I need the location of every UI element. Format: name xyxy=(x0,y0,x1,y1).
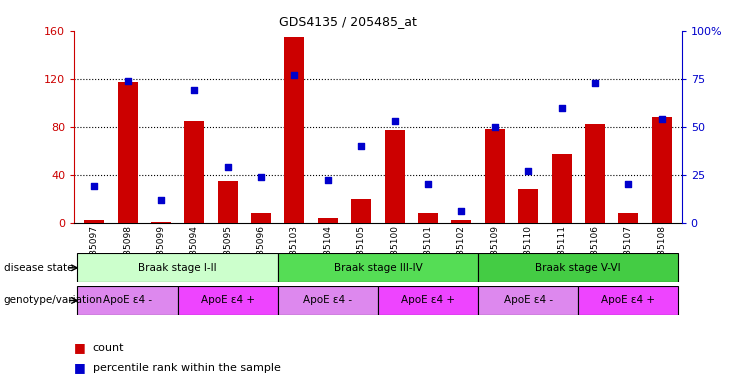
Bar xyxy=(218,181,238,223)
Bar xyxy=(185,121,205,223)
Point xyxy=(322,177,333,184)
Bar xyxy=(78,286,178,315)
Point xyxy=(188,87,200,93)
Bar xyxy=(578,286,678,315)
Title: GDS4135 / 205485_at: GDS4135 / 205485_at xyxy=(279,15,416,28)
Point xyxy=(422,181,434,187)
Bar xyxy=(485,129,505,223)
Bar xyxy=(418,213,438,223)
Bar xyxy=(651,117,671,223)
Bar xyxy=(478,286,578,315)
Bar xyxy=(118,82,138,223)
Text: ApoE ε4 -: ApoE ε4 - xyxy=(303,295,353,306)
Text: ApoE ε4 +: ApoE ε4 + xyxy=(201,295,255,306)
Point xyxy=(489,124,501,130)
Point xyxy=(456,208,468,214)
Bar xyxy=(618,213,638,223)
Text: ApoE ε4 -: ApoE ε4 - xyxy=(504,295,553,306)
Bar xyxy=(451,220,471,223)
Point xyxy=(255,174,267,180)
Point xyxy=(155,197,167,203)
Bar xyxy=(551,154,571,223)
Point xyxy=(556,104,568,111)
Bar xyxy=(585,124,605,223)
Text: percentile rank within the sample: percentile rank within the sample xyxy=(93,363,281,373)
Text: ApoE ε4 -: ApoE ε4 - xyxy=(103,295,152,306)
Point xyxy=(355,143,367,149)
Point xyxy=(522,168,534,174)
Bar xyxy=(278,253,478,282)
Point xyxy=(88,183,100,189)
Text: count: count xyxy=(93,343,124,353)
Bar xyxy=(178,286,278,315)
Bar xyxy=(385,130,405,223)
Bar xyxy=(78,253,278,282)
Point xyxy=(122,78,133,84)
Text: Braak stage I-II: Braak stage I-II xyxy=(139,263,217,273)
Text: ApoE ε4 +: ApoE ε4 + xyxy=(401,295,455,306)
Text: ApoE ε4 +: ApoE ε4 + xyxy=(601,295,655,306)
Point xyxy=(288,72,300,78)
Bar xyxy=(351,199,371,223)
Point xyxy=(622,181,634,187)
Text: Braak stage V-VI: Braak stage V-VI xyxy=(536,263,621,273)
Bar xyxy=(151,222,171,223)
Text: ■: ■ xyxy=(74,341,86,354)
Text: disease state: disease state xyxy=(4,263,73,273)
Bar xyxy=(285,37,305,223)
Bar xyxy=(478,253,678,282)
Bar xyxy=(84,220,104,223)
Point xyxy=(589,79,601,86)
Text: ■: ■ xyxy=(74,361,86,374)
Text: genotype/variation: genotype/variation xyxy=(4,295,103,305)
Bar xyxy=(318,218,338,223)
Bar xyxy=(378,286,478,315)
Text: Braak stage III-IV: Braak stage III-IV xyxy=(333,263,422,273)
Bar xyxy=(518,189,538,223)
Bar xyxy=(278,286,378,315)
Point xyxy=(656,116,668,122)
Bar xyxy=(251,213,271,223)
Point xyxy=(222,164,233,170)
Point xyxy=(389,118,401,124)
